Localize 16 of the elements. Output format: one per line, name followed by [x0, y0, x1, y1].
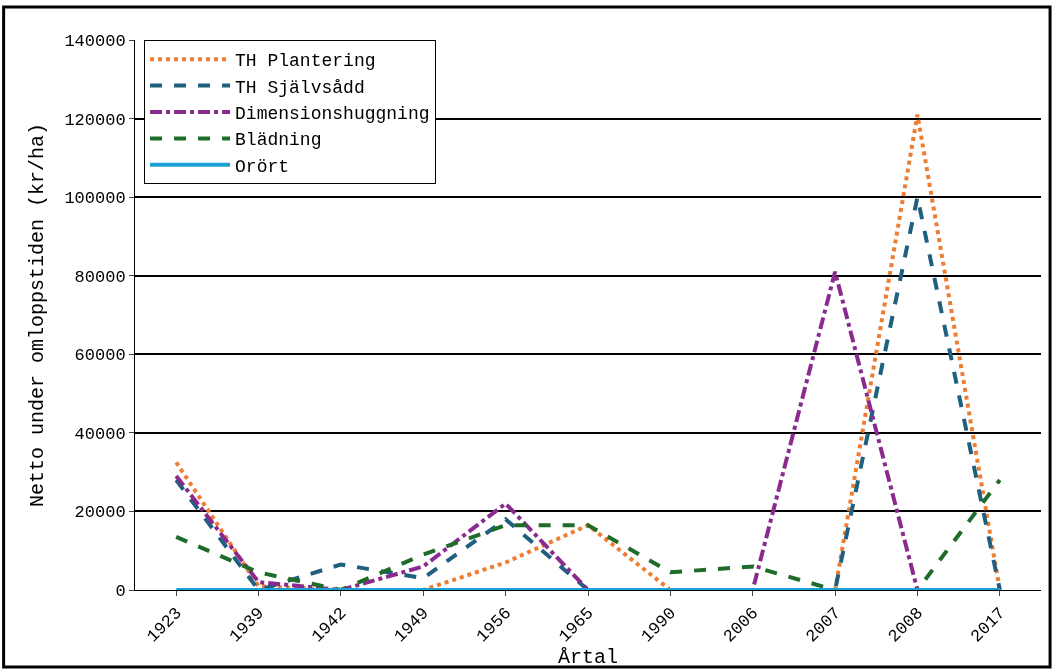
y-tick-label: 60000 — [74, 346, 126, 366]
y-axis-title: Netto under omloppstiden (kr/ha) — [25, 122, 49, 508]
y-tick-label: 120000 — [64, 110, 126, 130]
y-tick-label: 100000 — [64, 189, 126, 209]
legend-label: TH Självsådd — [235, 77, 365, 98]
line-series — [174, 478, 1002, 590]
legend-label: Dimensionshuggning — [235, 104, 430, 125]
legend-label: Blädning — [235, 130, 322, 151]
legend-label: TH Plantering — [235, 51, 376, 72]
y-tick-label: 140000 — [64, 31, 126, 51]
x-axis-title: Årtal — [557, 646, 619, 670]
y-tick-label: 80000 — [74, 267, 126, 287]
legend-label: Orört — [235, 156, 290, 177]
y-tick-label: 40000 — [74, 424, 126, 444]
y-tick-label: 20000 — [74, 503, 126, 523]
y-tick-label: 0 — [115, 581, 126, 601]
